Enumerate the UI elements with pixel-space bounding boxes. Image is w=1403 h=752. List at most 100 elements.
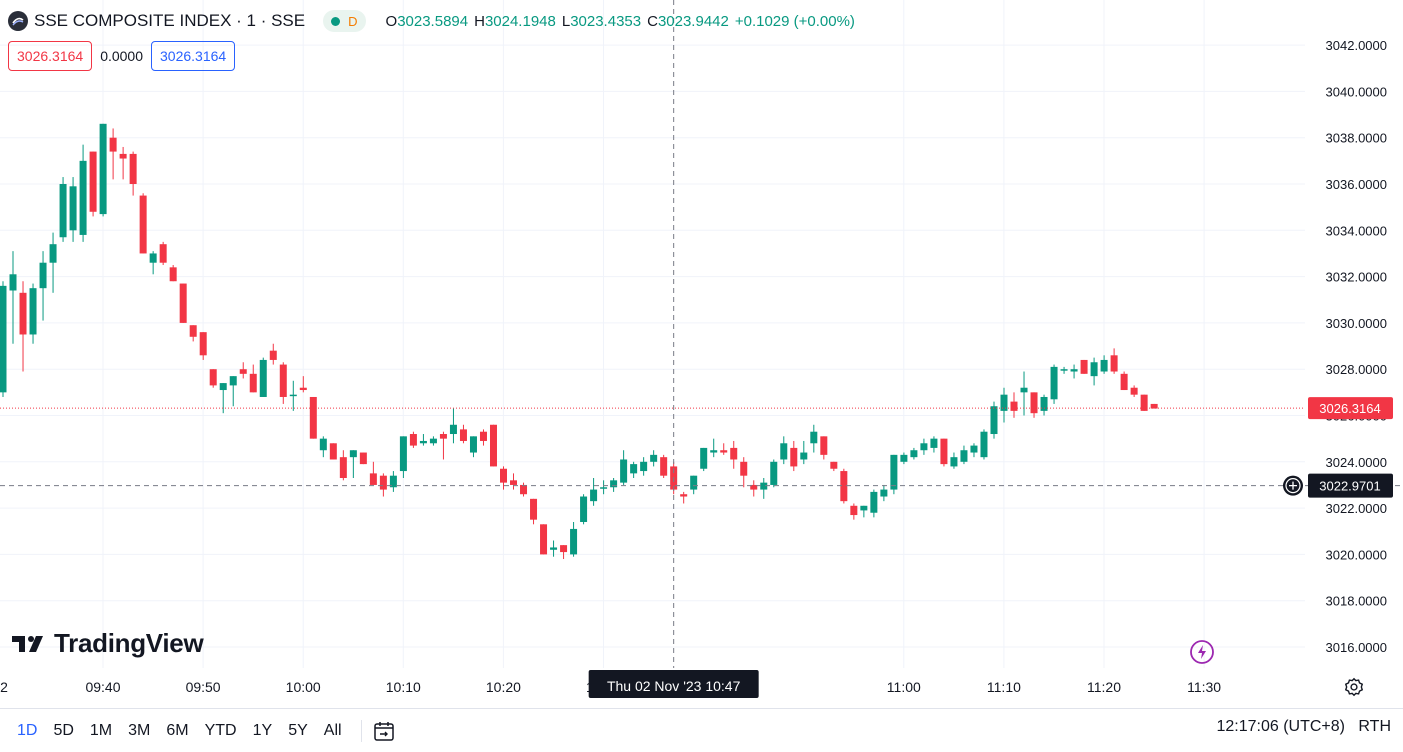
candle-body <box>29 288 37 335</box>
time-tick-label: 10:10 <box>386 679 421 695</box>
range-6m[interactable]: 6M <box>166 721 189 739</box>
candle-body <box>530 498 538 520</box>
candle-body <box>429 438 437 444</box>
candle-body <box>970 445 978 453</box>
candle-body <box>950 457 958 467</box>
candle-body <box>520 484 528 495</box>
time-axis[interactable]: 209:4009:5010:0010:1010:2010:3011:0011:1… <box>0 670 1221 698</box>
candle-body <box>830 461 838 469</box>
candle-body <box>59 184 67 238</box>
candle-body <box>590 489 598 502</box>
price-tick-label: 3032.0000 <box>1326 270 1387 285</box>
candle-body <box>229 376 237 386</box>
candle-body <box>930 438 938 448</box>
symbol-legend: SSE COMPOSITE INDEX · 1 · SSE D O3023.58… <box>8 8 855 34</box>
candle-body <box>510 480 518 485</box>
candle-body <box>700 447 708 469</box>
candle-body <box>820 436 828 455</box>
candle-body <box>1010 401 1018 411</box>
candle-body <box>279 364 287 397</box>
candle-body <box>570 528 578 555</box>
session-toggle[interactable]: RTH <box>1358 718 1391 735</box>
gear-icon[interactable] <box>1343 676 1365 698</box>
candle-body <box>19 292 27 335</box>
range-5d[interactable]: 5D <box>53 721 74 739</box>
price-axis[interactable]: 3016.0000 3018.0000 3020.0000 3022.0000 3024… <box>1283 38 1393 655</box>
price-tick-label: 3020.0000 <box>1326 547 1387 562</box>
candle-body <box>780 443 788 460</box>
range-3m[interactable]: 3M <box>128 721 151 739</box>
candle-body <box>119 153 127 159</box>
candle-body <box>319 438 327 451</box>
time-tick-label: 11:10 <box>987 679 1021 695</box>
candle-body <box>219 383 227 391</box>
range-1m[interactable]: 1M <box>89 721 113 739</box>
sell-button[interactable]: 3026.3164 <box>8 41 93 71</box>
candle-body <box>189 325 197 337</box>
range-1y[interactable]: 1Y <box>252 721 273 739</box>
crosshair-price-label: 3022.9701 <box>1319 479 1380 494</box>
candle-body <box>940 438 948 465</box>
exchange-logo-icon[interactable] <box>8 11 28 31</box>
price-tick-label: 3024.0000 <box>1326 455 1387 470</box>
price-tick-label: 3028.0000 <box>1326 362 1387 377</box>
range-5y[interactable]: 5Y <box>288 721 308 739</box>
candle-body <box>810 431 818 444</box>
time-tick-label: 09:50 <box>186 679 221 695</box>
candle-body <box>0 285 7 393</box>
candle-body <box>850 505 858 516</box>
lightning-icon[interactable] <box>1190 640 1214 664</box>
candle-body <box>630 464 638 474</box>
candle-body <box>1140 394 1148 411</box>
candle-body <box>910 450 918 458</box>
symbol-title[interactable]: SSE COMPOSITE INDEX · 1 · SSE <box>34 11 306 30</box>
range-all[interactable]: All <box>323 721 342 739</box>
candle-body <box>1100 359 1108 372</box>
candle-body <box>660 457 668 476</box>
candle-body <box>479 431 487 441</box>
candle-body <box>359 452 367 465</box>
market-open-dot-icon <box>331 16 341 26</box>
time-tick-label: 11:30 <box>1187 679 1221 695</box>
candle-body <box>1000 394 1008 411</box>
logo-text: TradingView <box>54 628 204 658</box>
candle-body <box>489 424 497 467</box>
candle-body <box>650 454 658 462</box>
market-status-pill[interactable]: D <box>323 10 366 32</box>
candle-body <box>620 459 628 483</box>
candle-body <box>860 505 868 511</box>
candle-body <box>720 450 728 453</box>
timezone-clock[interactable]: 12:17:06 (UTC+8) <box>1216 718 1345 735</box>
range-1d[interactable]: 1D <box>17 721 38 739</box>
candle-body <box>610 480 618 488</box>
candle-body <box>369 473 377 485</box>
candle-body <box>980 431 988 458</box>
quote-boxes: 3026.3164 0.0000 3026.3164 <box>8 41 236 71</box>
last-price-label-bg <box>1308 397 1393 420</box>
candle-body <box>550 547 558 550</box>
tradingview-logo[interactable]: TradingView <box>12 628 204 659</box>
candle-body <box>1110 355 1118 372</box>
chart-overlays <box>0 0 1403 668</box>
price-tick-label: 3034.0000 <box>1326 223 1387 238</box>
candle-body <box>249 373 257 393</box>
candle-body <box>39 262 47 289</box>
range-ytd[interactable]: YTD <box>204 721 237 739</box>
candle-body <box>1150 403 1158 409</box>
buy-button[interactable]: 3026.3164 <box>151 41 236 71</box>
candle-body <box>439 434 447 439</box>
candle-body <box>890 454 898 490</box>
price-tick-label: 3040.0000 <box>1326 84 1387 99</box>
candle-body <box>409 434 417 446</box>
candle-body <box>99 123 107 215</box>
candle-body <box>139 195 147 254</box>
candle-body <box>399 436 407 472</box>
calendar-goto-icon[interactable] <box>372 719 396 743</box>
candlestick-chart[interactable]: 3016.0000 3018.0000 3020.0000 3022.0000 3024… <box>0 0 1403 708</box>
candle-body <box>419 440 427 444</box>
candle-body <box>560 545 568 553</box>
candle-body <box>449 424 457 435</box>
tradingview-logo-icon <box>12 635 43 652</box>
candle-body <box>459 429 467 441</box>
candle-body <box>710 450 718 453</box>
